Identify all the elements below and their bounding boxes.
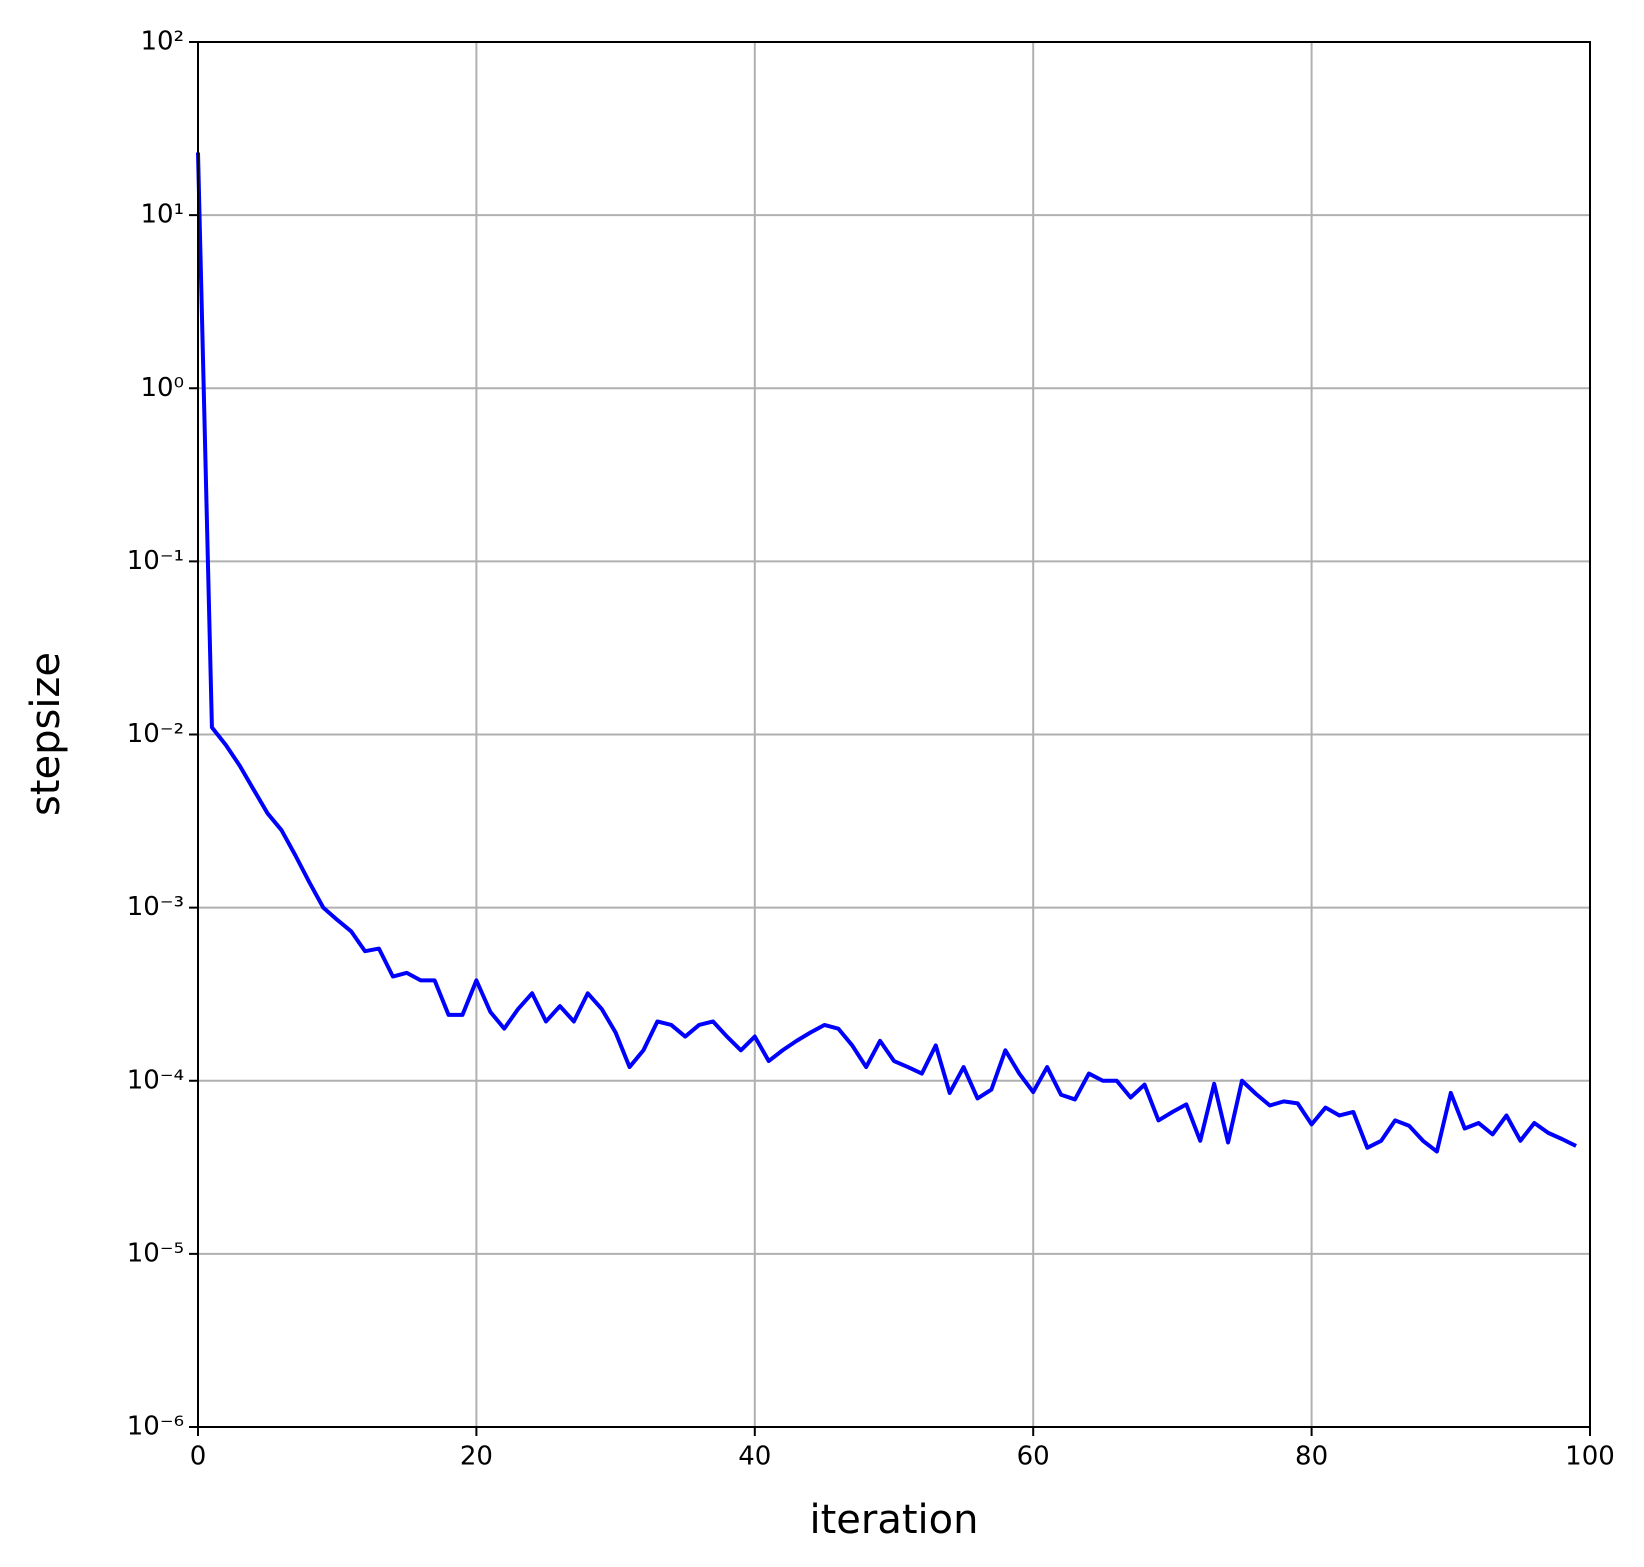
x-tick-label: 100: [1565, 1442, 1615, 1472]
y-tick-label: 10⁻³: [127, 892, 184, 922]
y-tick-label: 10¹: [140, 200, 184, 230]
y-tick-label: 10⁻²: [127, 719, 184, 749]
x-axis-label: iteration: [810, 1497, 979, 1543]
plot-frame: [197, 41, 1591, 1428]
y-tick-label: 10²: [140, 27, 184, 57]
y-tick-label: 10⁻⁵: [127, 1238, 184, 1268]
y-tick-label: 10⁻¹: [127, 546, 184, 576]
data-line: [196, 152, 1577, 1154]
y-tick-label: 10⁻⁴: [127, 1065, 184, 1095]
y-tick-label: 10⁻⁶: [127, 1412, 184, 1442]
x-tick-label: 80: [1295, 1442, 1328, 1472]
y-tick-label: 10⁰: [140, 373, 184, 403]
x-tick-label: 20: [460, 1442, 493, 1472]
x-tick-label: 40: [738, 1442, 771, 1472]
x-tick-label: 0: [190, 1442, 207, 1472]
y-axis-label: stepsize: [23, 652, 69, 816]
x-tick-label: 60: [1017, 1442, 1050, 1472]
